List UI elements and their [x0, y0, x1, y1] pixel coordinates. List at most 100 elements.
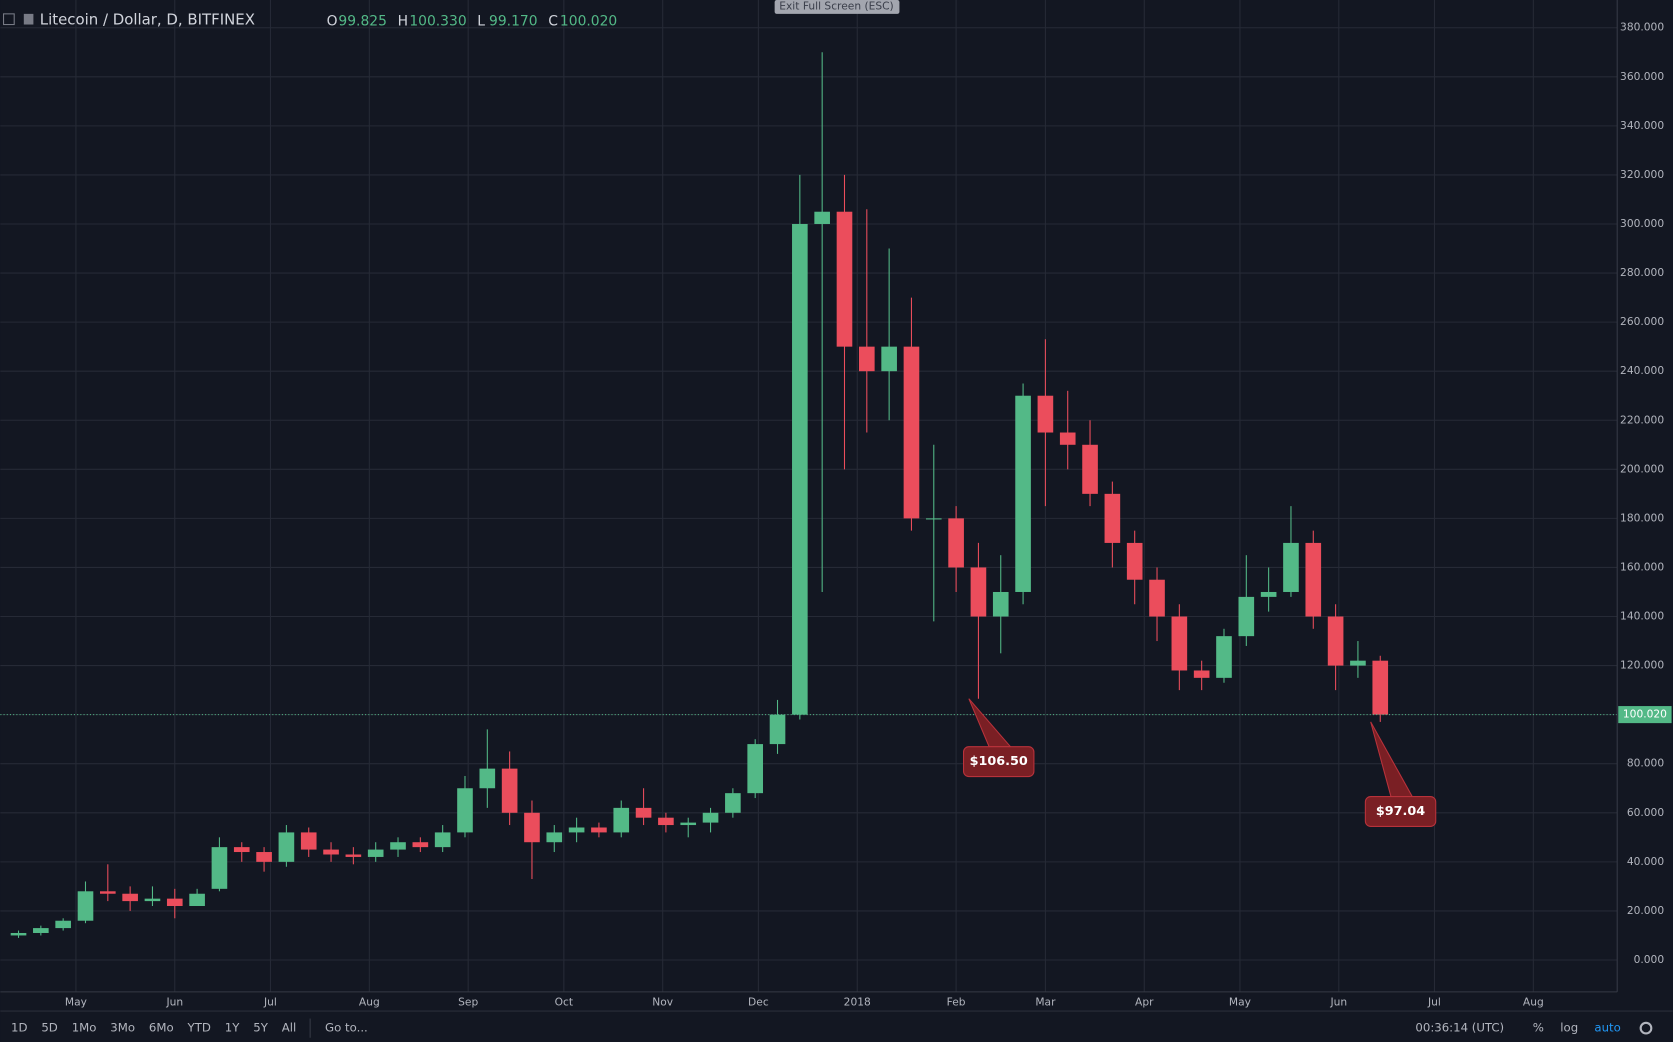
x-tick-label: Jun	[165, 996, 183, 1009]
candle-body	[256, 852, 272, 862]
y-tick-label: 260.000	[1620, 315, 1664, 328]
ohlc-key: H	[398, 13, 408, 29]
candle-body	[367, 849, 384, 857]
candle-body	[1171, 616, 1188, 671]
y-tick-label: 180.000	[1620, 511, 1664, 524]
exit-fullscreen[interactable]	[774, 0, 900, 14]
candle-body	[77, 891, 94, 921]
candle-body	[122, 893, 138, 902]
ohlc-value: 99.825	[338, 13, 387, 29]
y-tick-label: 280.000	[1620, 266, 1664, 279]
ohlc-key: L	[477, 13, 485, 29]
icon	[23, 13, 34, 25]
x-tick-label: Mar	[1035, 996, 1056, 1009]
candle-body	[233, 847, 250, 853]
y-tick-label: 80.000	[1627, 757, 1665, 770]
x-tick-label: Apr	[1135, 996, 1154, 1009]
y-tick-label: 60.000	[1627, 806, 1665, 819]
candle-body	[323, 849, 339, 855]
candle-body	[1104, 493, 1121, 543]
icon[interactable]	[3, 13, 15, 26]
x-tick-label: Jul	[1427, 996, 1441, 1009]
ohlc-value: 100.020	[560, 13, 617, 29]
x-tick-label: Nov	[652, 996, 673, 1009]
x-tick-label: Feb	[947, 996, 966, 1009]
candle-body	[33, 928, 49, 933]
range-button[interactable]: 1Y	[225, 1021, 240, 1035]
range-button[interactable]: 1Mo	[72, 1021, 97, 1035]
x-tick-label: Sep	[458, 996, 478, 1009]
ohlc-key: O	[327, 13, 338, 29]
candle-body	[189, 893, 205, 907]
candle-body	[1216, 636, 1232, 678]
y-tick-label: 40.000	[1627, 855, 1665, 868]
candle-body	[345, 854, 362, 857]
candle-body	[412, 842, 429, 848]
x-tick-label: 2018	[844, 996, 871, 1009]
ohlc-value: 99.170	[489, 13, 538, 29]
candle-body	[1149, 579, 1165, 617]
candle-body	[792, 223, 808, 715]
candle-body	[658, 817, 674, 826]
x-tick-label: Jul	[263, 996, 277, 1009]
candle-body	[1350, 660, 1366, 666]
candle-body	[457, 788, 473, 833]
candle-body	[1283, 542, 1299, 592]
ohlc-key: C	[548, 13, 558, 29]
x-tick-label: Jun	[1329, 996, 1347, 1009]
x-tick-label: May	[1229, 996, 1251, 1009]
candle-body	[858, 346, 875, 372]
candle-body	[278, 832, 295, 862]
candle-body	[1238, 596, 1255, 637]
candle-body	[814, 211, 830, 224]
candle-body	[434, 832, 451, 848]
range-button[interactable]: 5Y	[253, 1021, 268, 1035]
candle-body	[1126, 542, 1143, 580]
y-tick-label: 340.000	[1620, 119, 1664, 132]
candle-body	[591, 827, 607, 833]
chart-title[interactable]: Litecoin / Dollar, D, BITFINEX	[40, 10, 255, 28]
y-tick-label: 360.000	[1620, 70, 1664, 83]
candle-body	[680, 822, 697, 826]
range-button[interactable]: All	[282, 1021, 297, 1035]
range-button[interactable]: YTD	[187, 1021, 211, 1035]
callout-label: $106.50	[970, 754, 1028, 769]
y-tick-label: 200.000	[1620, 462, 1664, 475]
x-tick-label: Dec	[748, 996, 769, 1009]
candle-body	[836, 211, 853, 347]
callout-box	[1364, 796, 1437, 827]
candle-body	[1037, 395, 1054, 433]
ohlc-value: 100.330	[409, 13, 466, 29]
labels: 0.00020.00040.00060.00080.000100.000120.…	[65, 21, 1672, 1009]
callout-box	[962, 746, 1035, 778]
candle-body	[1305, 542, 1322, 617]
y-tick-label: 0.000	[1634, 953, 1665, 966]
candle-body	[546, 832, 563, 843]
candle-body	[1015, 395, 1031, 592]
candle-body	[1372, 660, 1389, 715]
range-button[interactable]: 3Mo	[110, 1021, 135, 1035]
percent-toggle[interactable]: %	[1533, 1021, 1544, 1035]
candle-body	[725, 793, 741, 813]
candle-body	[568, 827, 585, 833]
goto-button[interactable]: Go to...	[325, 1021, 368, 1035]
x-tick-label: Aug	[359, 996, 380, 1009]
candle-body	[166, 898, 183, 907]
y-tick-label: 140.000	[1620, 610, 1664, 623]
y-tick-label: 220.000	[1620, 413, 1664, 426]
range-button[interactable]: 1D	[11, 1021, 27, 1035]
settings-icon[interactable]	[1639, 1021, 1653, 1035]
auto-toggle[interactable]: auto	[1594, 1021, 1620, 1035]
range-button[interactable]: 5D	[41, 1021, 57, 1035]
candle-body	[1193, 670, 1210, 678]
range-button[interactable]: 6Mo	[149, 1021, 174, 1035]
y-tick-label: 320.000	[1620, 168, 1664, 181]
candle-body	[747, 744, 764, 794]
candle-body	[390, 842, 406, 850]
log-toggle[interactable]: log	[1560, 1021, 1578, 1035]
last-price-label: 100.020	[1623, 708, 1667, 721]
exit-fullscreen-label[interactable]: Exit Full Screen (ESC)	[779, 0, 893, 12]
candle-body	[479, 768, 496, 789]
y-tick-label: 160.000	[1620, 560, 1664, 573]
